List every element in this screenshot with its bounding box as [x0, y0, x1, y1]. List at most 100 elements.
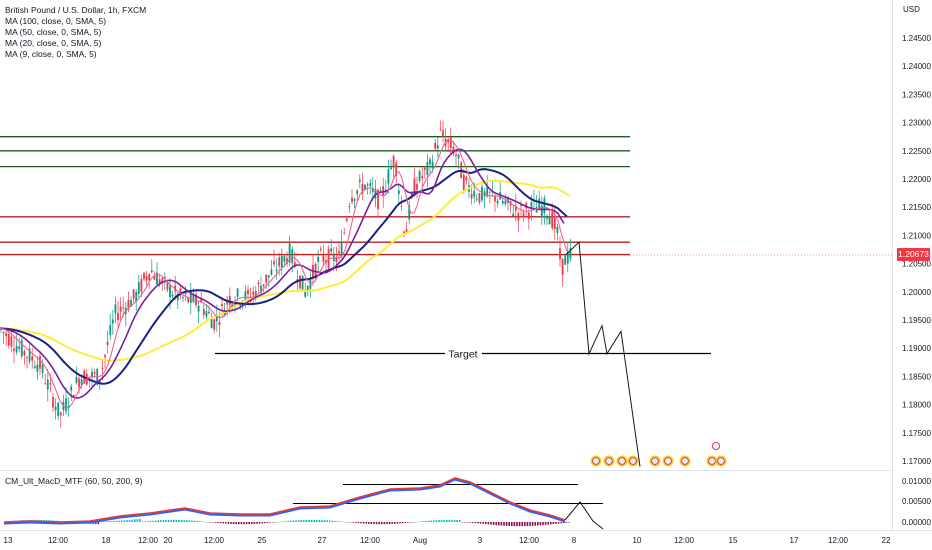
macd-histogram-bar: [563, 522, 565, 524]
macd-histogram-bar: [474, 522, 477, 524]
candle-body: [111, 319, 114, 324]
macd-histogram-bar: [347, 522, 349, 523]
economic-events: [590, 441, 727, 467]
candle-body: [387, 169, 390, 184]
candle-body: [65, 398, 67, 412]
symbol-title[interactable]: British Pound / U.S. Dollar, 1h, FXCM: [5, 5, 147, 15]
macd-histogram-bar: [401, 522, 404, 524]
price-tick-label: 1.21000: [902, 231, 931, 240]
macd-histogram-bar: [388, 522, 391, 525]
macd-histogram-bar: [191, 520, 193, 522]
macd-legend[interactable]: CM_Ult_MacD_MTF (60, 50, 200, 9): [5, 476, 143, 486]
candle-body: [236, 288, 239, 297]
candle-body: [171, 294, 174, 297]
time-tick-label: 20: [164, 536, 173, 545]
candle-body: [512, 213, 515, 217]
macd-histogram-bar: [370, 522, 373, 524]
candle-body: [75, 376, 78, 383]
macd-histogram-bar: [219, 522, 222, 524]
macd-histogram-bar: [391, 522, 393, 524]
macd-histogram-bar: [105, 521, 107, 522]
macd-histogram-bar: [331, 520, 334, 522]
candle-body: [283, 256, 286, 262]
legend-ma9[interactable]: MA (9, close, 0, SMA, 5): [5, 49, 97, 59]
macd-histogram-bar: [495, 522, 497, 526]
macd-histogram-bar: [451, 519, 453, 522]
macd-histogram-bar: [212, 522, 214, 523]
macd-histogram-bar: [292, 520, 295, 522]
candle-body: [530, 202, 533, 209]
ma100-line: [0, 179, 571, 362]
event-flag-inner-icon: [629, 457, 637, 465]
macd-histogram-bar: [490, 522, 492, 525]
macd-histogram-bar: [209, 522, 211, 523]
candle-body: [265, 274, 268, 283]
candle-body: [80, 379, 83, 386]
macd-histogram-bar: [456, 519, 458, 522]
macd-histogram-bar: [373, 522, 375, 525]
macd-histogram-bar: [227, 522, 230, 524]
macd-histogram-bar: [537, 522, 539, 526]
macd-histogram-bar: [453, 519, 456, 522]
macd-histogram-bar: [230, 522, 232, 524]
candle-body: [457, 154, 460, 159]
candle-body: [145, 275, 148, 281]
event-flag-inner-icon: [605, 457, 613, 465]
candle-body: [39, 356, 41, 369]
candle-body: [158, 279, 161, 285]
legend-ma50[interactable]: MA (50, close, 0, SMA, 5): [5, 27, 102, 37]
event-flag-inner-icon: [708, 457, 716, 465]
macd-histogram-bar: [248, 522, 250, 525]
candle-body: [148, 274, 151, 281]
candle-body: [10, 336, 13, 347]
macd-histogram-bar: [365, 522, 367, 524]
candle-body: [559, 248, 561, 260]
candle-body: [234, 302, 236, 307]
candle-body: [239, 304, 242, 306]
candle-body: [156, 272, 158, 285]
macd-histogram-bar: [251, 522, 253, 525]
macd-histogram-bar: [492, 522, 495, 525]
candle-body: [228, 295, 231, 305]
legend-ma100[interactable]: MA (100, close, 0, SMA, 5): [5, 16, 107, 26]
macd-line: [3, 477, 566, 523]
macd-histogram-bar: [199, 521, 201, 522]
candle-body: [5, 332, 8, 337]
candle-body: [197, 305, 200, 312]
candle-body: [262, 284, 265, 287]
candle-body: [520, 205, 522, 207]
macd-histogram-bar: [261, 522, 263, 524]
candle-body: [291, 249, 294, 264]
ma20-line: [0, 148, 565, 399]
candle-body: [122, 307, 125, 309]
time-tick-label: 10: [633, 536, 642, 545]
time-tick-label: 12:00: [674, 536, 695, 545]
candle-body: [20, 340, 23, 357]
macd-histogram-bar: [412, 522, 414, 523]
candle-body: [59, 412, 62, 416]
candle-body: [15, 345, 18, 353]
macd-histogram-bar: [170, 519, 172, 522]
macd-histogram-bar: [498, 522, 500, 526]
candle-body: [226, 299, 229, 305]
macd-histogram-bar: [173, 519, 175, 522]
macd-histogram-bar: [503, 522, 505, 526]
macd-histogram-bar: [308, 519, 310, 522]
candle-body: [561, 258, 564, 275]
macd-histogram-bar: [394, 522, 396, 524]
candle-body: [340, 242, 343, 258]
candle-body: [569, 247, 572, 259]
price-tick-label: 1.17000: [902, 457, 931, 466]
candle-body: [57, 402, 60, 416]
price-tick-label: 1.23500: [902, 90, 931, 99]
macd-histogram-bar: [253, 522, 256, 524]
candle-body: [254, 290, 257, 299]
legend-ma20[interactable]: MA (20, close, 0, SMA, 5): [5, 38, 102, 48]
macd-histogram-bar: [422, 521, 425, 522]
candle-body: [327, 249, 330, 268]
macd-histogram-bar: [368, 522, 370, 524]
projection-zigzag: [565, 241, 641, 467]
candle-body: [348, 206, 351, 208]
candle-body: [218, 321, 221, 326]
